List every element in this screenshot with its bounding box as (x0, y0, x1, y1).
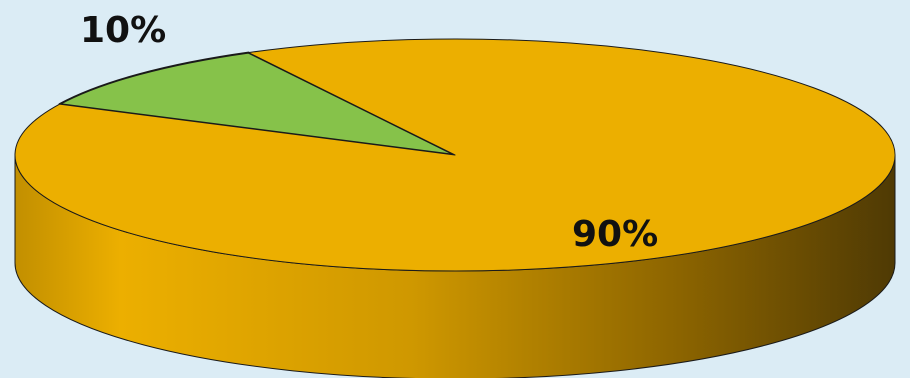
slice-label-90: 90% (572, 214, 658, 255)
slice-label-10: 10% (80, 10, 166, 51)
pie-slice-90 (14, 38, 896, 272)
pie-slices (14, 38, 896, 378)
pie-slice-10 (58, 51, 456, 156)
pie-labels: 10% 90% (80, 10, 658, 255)
